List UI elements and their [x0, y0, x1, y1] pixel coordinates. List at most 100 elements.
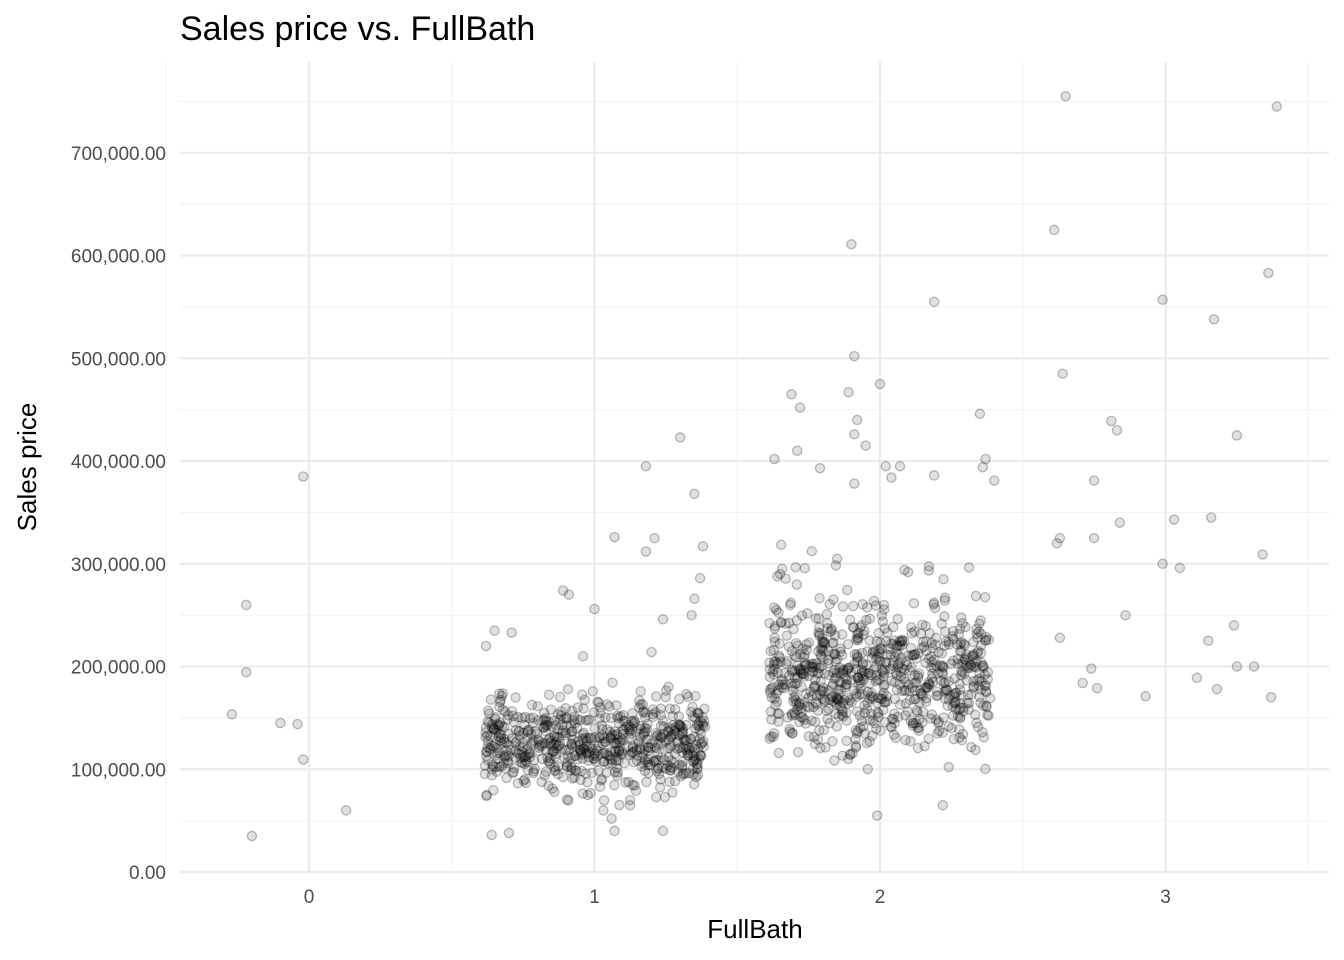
scatter-point: [490, 727, 501, 739]
scatter-point: [768, 602, 780, 613]
scatter-point: [970, 590, 982, 602]
scatter-point: [955, 690, 967, 701]
scatter-point: [638, 758, 649, 769]
scatter-point: [550, 736, 562, 748]
scatter-point: [822, 623, 833, 634]
scatter-point: [589, 732, 601, 743]
scatter-point: [544, 732, 555, 744]
scatter-point: [481, 746, 492, 757]
scatter-point: [501, 745, 512, 757]
scatter-point: [774, 638, 785, 649]
scatter-point: [561, 757, 573, 768]
scatter-point: [683, 742, 694, 754]
scatter-point: [635, 685, 646, 697]
scatter-point: [534, 739, 545, 751]
scatter-point: [943, 676, 955, 687]
scatter-point: [786, 708, 798, 719]
scatter-point: [497, 688, 509, 699]
scatter-point: [566, 705, 578, 717]
scatter-point: [880, 657, 892, 669]
scatter-point: [693, 708, 705, 719]
scatter-point: [517, 737, 528, 748]
scatter-point: [793, 700, 804, 712]
scatter-point: [968, 681, 980, 692]
scatter-point: [545, 735, 557, 747]
scatter-point: [628, 746, 639, 758]
scatter-point: [485, 694, 497, 705]
scatter-point: [614, 735, 626, 747]
scatter-point: [541, 745, 552, 756]
scatter-point: [575, 747, 587, 758]
scatter-point: [915, 628, 927, 640]
scatter-point: [881, 649, 893, 661]
scatter-point: [790, 637, 802, 649]
scatter-point: [666, 729, 678, 740]
scatter-point: [765, 645, 777, 657]
scatter-point: [549, 786, 560, 798]
scatter-point: [670, 722, 681, 733]
scatter-point: [642, 718, 653, 730]
scatter-point: [794, 402, 806, 413]
scatter-point: [910, 718, 922, 729]
scatter-point: [794, 716, 805, 728]
scatter-point: [1211, 683, 1223, 695]
scatter-point: [240, 666, 252, 678]
scatter-point: [582, 776, 593, 788]
scatter-point: [871, 810, 883, 821]
scatter-point: [573, 735, 585, 747]
scatter-point: [615, 749, 626, 760]
scatter-point: [872, 707, 883, 718]
scatter-point: [960, 621, 971, 633]
scatter-point: [613, 718, 625, 729]
scatter-point: [968, 648, 980, 660]
scatter-point: [611, 751, 622, 763]
scatter-point: [781, 630, 793, 641]
scatter-point: [950, 696, 961, 707]
scatter-point: [970, 744, 981, 756]
scatter-point: [589, 722, 601, 734]
scatter-point: [621, 721, 632, 733]
scatter-point: [519, 758, 531, 770]
scatter-point: [783, 670, 795, 681]
scatter-point: [655, 774, 666, 785]
scatter-point: [596, 720, 608, 731]
scatter-point: [570, 740, 581, 751]
scatter-point: [682, 691, 694, 703]
scatter-point: [690, 771, 702, 783]
scatter-point: [791, 445, 803, 457]
scatter-point: [792, 746, 804, 758]
scatter-point: [516, 756, 527, 768]
scatter-point: [816, 686, 828, 697]
scatter-point: [517, 741, 528, 753]
scatter-point: [833, 688, 844, 700]
scatter-point: [600, 747, 612, 759]
scatter-point: [979, 591, 991, 603]
scatter-point: [930, 714, 942, 725]
scatter-point: [819, 696, 830, 708]
scatter-point: [875, 637, 886, 648]
scatter-point: [935, 660, 946, 671]
scatter-point: [971, 655, 982, 667]
scatter-point: [974, 618, 985, 629]
scatter-point: [677, 756, 688, 768]
scatter-point: [777, 679, 788, 690]
scatter-point: [947, 710, 959, 721]
scatter-point: [860, 668, 871, 680]
scatter-point: [938, 573, 949, 585]
scatter-point: [502, 714, 513, 725]
scatter-point: [835, 684, 847, 696]
scatter-point: [639, 712, 651, 723]
scatter-point: [803, 692, 814, 704]
scatter-point: [827, 637, 838, 649]
scatter-point: [921, 692, 932, 704]
scatter-point: [885, 663, 896, 675]
scatter-point: [665, 755, 677, 766]
scatter-point: [771, 688, 782, 699]
scatter-point: [920, 682, 932, 694]
scatter-point: [650, 754, 662, 766]
scatter-point: [764, 684, 776, 696]
scatter-point: [865, 708, 877, 719]
scatter-point: [881, 696, 893, 707]
scatter-point: [909, 649, 920, 661]
scatter-point: [829, 630, 841, 641]
